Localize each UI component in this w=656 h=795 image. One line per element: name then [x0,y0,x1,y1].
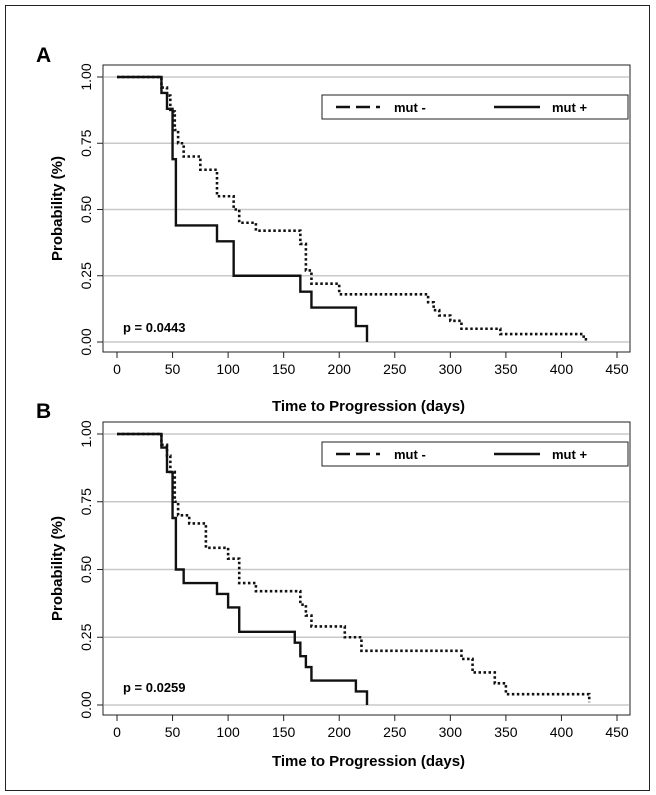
x-tick-label: 100 [216,361,240,377]
panel-a: A 0.00 0.25 0.50 0.75 1.00 0 50 100 150 200 250 300 3… [36,44,631,415]
panel-letter: A [36,44,51,67]
y-tick-label: 0.25 [78,262,94,289]
plot-border [102,421,631,716]
legend-label-mut-minus: mut - [394,100,426,115]
series-line-mut-plus [117,432,369,705]
series-line-mut-plus [117,75,369,342]
y-tick-label: 0.50 [78,556,94,583]
x-tick-label: 50 [165,361,181,377]
panel-b: B 0.00 0.25 0.50 0.75 1.00 0 50 100 150 200 250 300 3… [36,400,631,770]
x-tick-label: 300 [439,361,463,377]
legend-label-mut-plus: mut + [552,100,587,115]
y-tick-label: 0.00 [78,691,94,718]
legend-label-mut-plus: mut + [552,447,587,462]
y-tick-label: 1.00 [78,420,94,447]
y-tick-label: 0.50 [78,196,94,223]
x-axis-title: Time to Progression (days) [272,398,465,415]
x-tick-label: 250 [383,724,407,740]
series-line-mut-minus [117,75,590,341]
x-tick-label: 450 [605,724,629,740]
x-axis-title: Time to Progression (days) [272,753,465,770]
x-tick-label: 300 [439,724,463,740]
p-value-annotation: p = 0.0259 [123,680,186,695]
x-tick-label: 350 [494,724,518,740]
y-tick-label: 0.25 [78,623,94,650]
series-line-mut-minus [117,432,591,703]
x-tick-label: 450 [605,361,629,377]
p-value-annotation: p = 0.0443 [123,320,186,335]
panel-letter: B [36,400,51,423]
x-tick-label: 200 [328,361,352,377]
x-tick-label: 0 [113,361,121,377]
x-tick-label: 50 [165,724,181,740]
x-tick-label: 400 [550,724,574,740]
y-tick-label: 0.75 [78,488,94,515]
plot-border [102,64,631,353]
x-tick-label: 150 [272,361,296,377]
y-axis-title: Probability (%) [49,156,66,261]
x-tick-label: 400 [550,361,574,377]
y-tick-label: 0.00 [78,328,94,355]
legend-label-mut-minus: mut - [394,447,426,462]
x-tick-label: 150 [272,724,296,740]
legend-box [321,94,629,120]
y-tick-label: 1.00 [78,63,94,90]
x-tick-label: 200 [328,724,352,740]
y-axis-title: Probability (%) [49,516,66,621]
y-tick-label: 0.75 [78,129,94,156]
x-tick-label: 250 [383,361,407,377]
x-tick-label: 350 [494,361,518,377]
legend-box [321,441,629,467]
figure-frame [5,5,650,791]
x-tick-label: 100 [216,724,240,740]
x-tick-label: 0 [113,724,121,740]
